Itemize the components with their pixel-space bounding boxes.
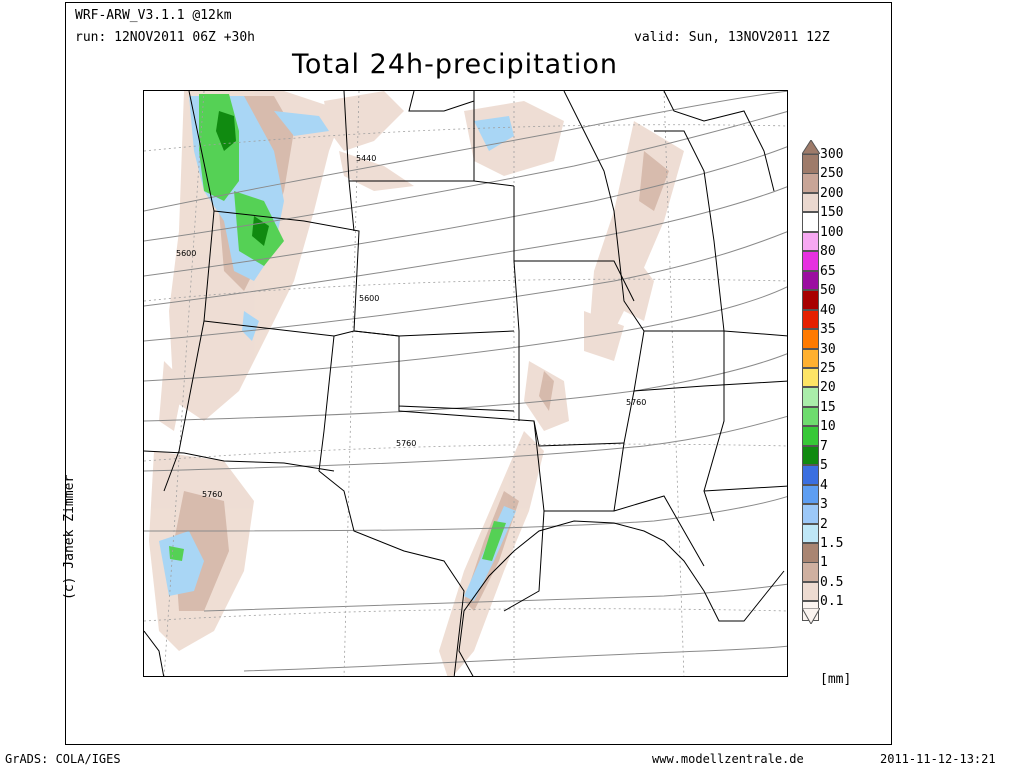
legend-label: 20 [820, 380, 836, 396]
legend-label: 80 [820, 244, 836, 260]
legend-label: 100 [820, 224, 844, 240]
legend-label: 3 [820, 497, 828, 513]
legend-swatch [802, 523, 819, 544]
legend-swatch [802, 270, 819, 291]
legend-swatch [802, 173, 819, 193]
legend-swatch [802, 329, 819, 349]
legend-swatch [802, 406, 819, 427]
contour-label: 5440 [356, 154, 376, 163]
legend-label: 65 [820, 263, 836, 279]
valid-label: valid: Sun, 13NOV2011 12Z [634, 30, 830, 45]
contour-label: 5600 [359, 294, 379, 303]
legend-label: 5 [820, 458, 828, 474]
map-canvas: 5440 5600 5600 5760 5760 5760 [144, 91, 787, 676]
legend-label: 10 [820, 419, 836, 435]
legend-label: 250 [820, 166, 844, 182]
height-contours [144, 91, 787, 672]
legend-swatch [802, 367, 819, 388]
legend-swatch [802, 154, 819, 174]
legend-swatch [802, 231, 819, 252]
legend-swatch [802, 445, 819, 466]
state-borders [144, 91, 787, 676]
legend-swatch [802, 192, 819, 213]
latlon-grid [144, 91, 787, 676]
legend-swatch [802, 465, 819, 485]
legend-unit: [mm] [820, 672, 852, 687]
legend-swatch [802, 581, 819, 602]
legend-swatch [802, 212, 819, 232]
legend-label: 25 [820, 360, 836, 376]
legend-bottom-arrow [802, 608, 820, 624]
legend-swatch [802, 348, 819, 368]
contour-label: 5760 [202, 490, 222, 499]
page-title: Total 24h-precipitation [292, 49, 618, 80]
footer-left: GrADS: COLA/IGES [5, 752, 121, 766]
plot-frame [65, 2, 892, 745]
legend-label: 2 [820, 516, 828, 532]
legend-label: 200 [820, 185, 844, 201]
legend-swatch [802, 543, 819, 563]
legend-swatch [802, 290, 819, 310]
coastline [144, 520, 785, 676]
legend-swatch [802, 309, 819, 330]
legend-label: 300 [820, 147, 844, 162]
legend-swatch [802, 387, 819, 407]
run-label: run: 12NOV2011 06Z +30h [75, 30, 256, 45]
legend-top-arrow [802, 140, 820, 154]
legend-label: 15 [820, 399, 836, 415]
legend-label: 1.5 [820, 536, 844, 551]
contour-label: 5600 [176, 249, 196, 258]
legend-label: 4 [820, 477, 828, 493]
model-label: WRF-ARW_V3.1.1 @12km [75, 8, 232, 23]
legend-swatch [802, 426, 819, 446]
footer-right: 2011-11-12-13:21 [880, 752, 996, 766]
footer-center: www.modellzentrale.de [652, 752, 804, 766]
legend-label: 50 [820, 283, 836, 299]
precipitation-map: 5440 5600 5600 5760 5760 5760 [143, 90, 788, 677]
author-credit: (c) Janek Zimmer [62, 474, 77, 600]
legend-label: 0.5 [820, 574, 844, 590]
legend-swatch [802, 504, 819, 524]
legend-label: 30 [820, 341, 836, 357]
legend-label: 7 [820, 438, 828, 454]
legend-swatch [802, 484, 819, 505]
legend-label: 35 [820, 322, 836, 338]
contour-labels: 5440 5600 5600 5760 5760 5760 [176, 154, 646, 499]
legend-swatch [802, 251, 819, 271]
contour-label: 5760 [396, 439, 416, 448]
contour-label: 5760 [626, 398, 646, 407]
legend-label: 0.1 [820, 594, 844, 610]
legend-swatch [802, 562, 819, 582]
legend-label: 150 [820, 205, 844, 221]
legend-label: 1 [820, 555, 828, 571]
legend-label: 40 [820, 302, 836, 318]
